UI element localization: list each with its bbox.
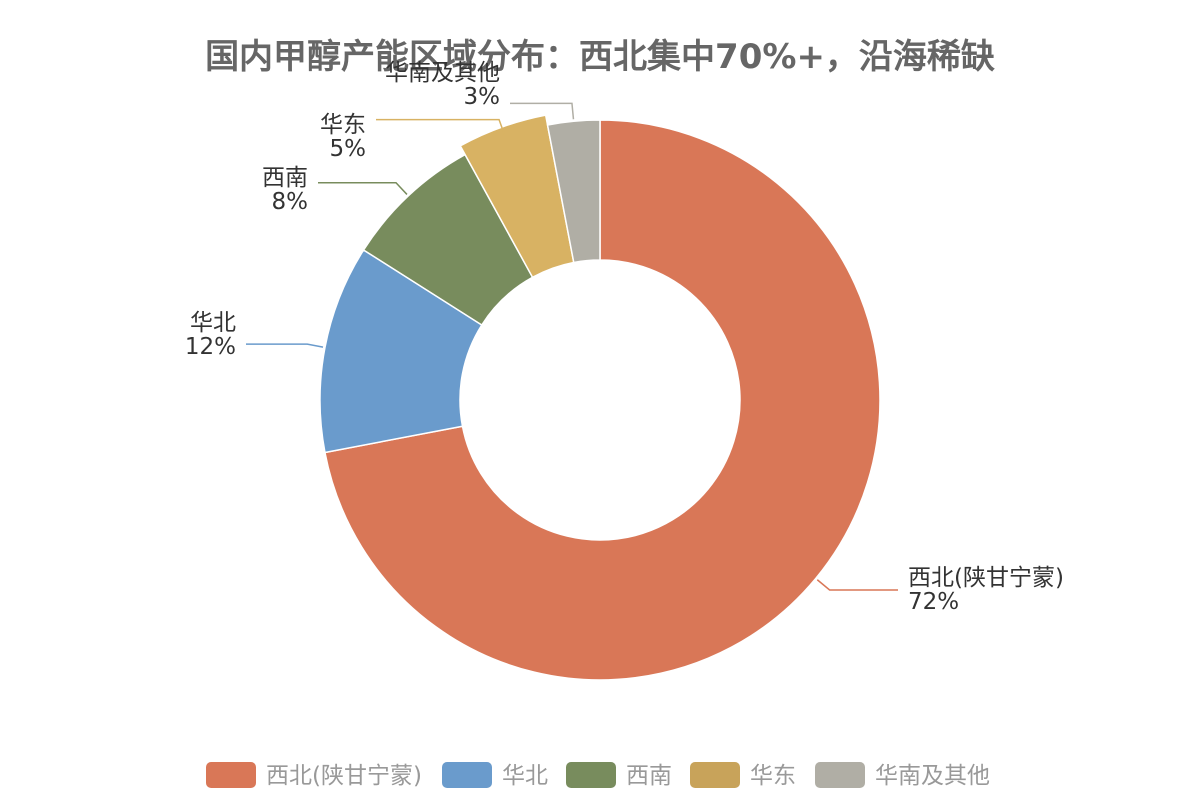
legend-label-3: 华东 (750, 763, 796, 789)
legend-label-1: 华北 (502, 763, 548, 789)
legend-item-3[interactable]: 华东 (690, 762, 796, 789)
legend-swatch-2 (566, 762, 616, 788)
legend-swatch-3 (690, 762, 740, 788)
legend-item-2[interactable]: 西南 (566, 762, 672, 789)
leader-line-1 (246, 343, 324, 348)
legend-label-2: 西南 (626, 763, 672, 789)
slice-label-name-3: 华东 (320, 112, 366, 138)
slice-0[interactable] (324, 119, 881, 681)
slice-4[interactable] (546, 119, 601, 264)
legend-swatch-1 (442, 762, 492, 788)
slice-label-value-2: 8% (272, 189, 309, 215)
slices-group (319, 114, 881, 681)
legend-swatch-4 (815, 762, 865, 788)
leader-line-3 (376, 118, 506, 135)
slice-label-value-4: 3% (464, 84, 501, 110)
chart-title: 国内甲醇产能区域分布：西北集中70%+，沿海稀缺 (205, 37, 995, 77)
leader-line-0 (816, 579, 898, 591)
legend: 西北(陕甘宁蒙) 华北 西南 华东 华南及其他 (206, 762, 990, 789)
slice-label-name-0: 西北(陕甘宁蒙) (908, 565, 1064, 591)
legend-item-0[interactable]: 西北(陕甘宁蒙) (206, 762, 422, 789)
slice-label-name-1: 华北 (190, 310, 236, 336)
leader-line-4 (510, 102, 575, 120)
legend-swatch-0 (206, 762, 256, 788)
legend-label-4: 华南及其他 (875, 763, 990, 789)
slice-1[interactable] (319, 248, 483, 454)
legend-label-0: 西北(陕甘宁蒙) (266, 763, 422, 789)
slice-label-name-2: 西南 (262, 165, 308, 191)
leader-line-2 (318, 182, 408, 195)
slice-label-name-4: 华南及其他 (385, 60, 500, 86)
slice-3[interactable] (459, 114, 575, 279)
slice-label-value-3: 5% (330, 136, 367, 162)
legend-item-4[interactable]: 华南及其他 (815, 762, 990, 789)
legend-item-1[interactable]: 华北 (442, 762, 548, 789)
slice-label-value-1: 12% (185, 334, 236, 360)
slice-label-value-0: 72% (908, 589, 959, 615)
